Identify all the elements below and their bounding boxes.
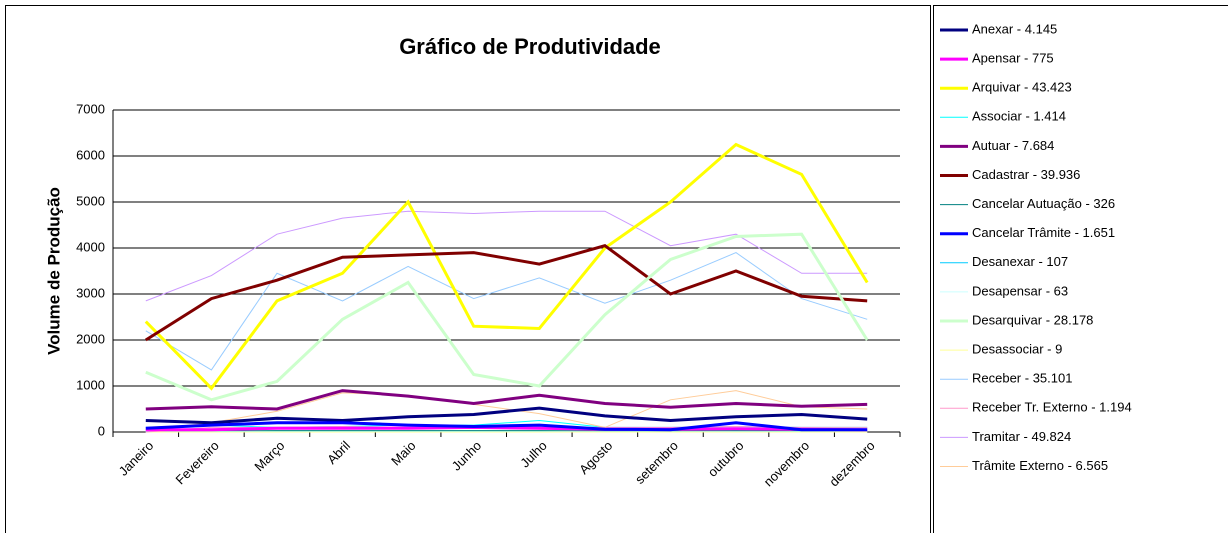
legend-border xyxy=(933,5,1228,533)
series-line xyxy=(145,210,868,302)
series-line xyxy=(145,389,868,411)
series-line xyxy=(145,421,868,432)
legend-label: Desarquivar - 28.178 xyxy=(972,312,1093,327)
y-tick-label: 4000 xyxy=(76,239,105,254)
y-tick-label: 1000 xyxy=(76,377,105,392)
y-tick-label: 3000 xyxy=(76,285,105,300)
series-line xyxy=(144,244,868,342)
series-line xyxy=(145,232,869,402)
legend-label: Desapensar - 63 xyxy=(972,283,1068,298)
legend-label: Receber Tr. Externo - 1.194 xyxy=(972,400,1132,415)
y-tick-label: 6000 xyxy=(76,147,105,162)
series-line xyxy=(145,430,868,432)
legend-label: Associar - 1.414 xyxy=(972,109,1066,124)
legend-label: Desanexar - 107 xyxy=(972,254,1068,269)
legend-label: Apensar - 775 xyxy=(972,51,1054,66)
series-line xyxy=(145,252,868,371)
y-axis-label: Volume de Produção xyxy=(44,187,63,355)
legend-label: Autuar - 7.684 xyxy=(972,138,1054,153)
legend-label: Receber - 35.101 xyxy=(972,371,1072,386)
series-line xyxy=(144,142,869,391)
legend-label: Trâmite Externo - 6.565 xyxy=(972,458,1108,473)
y-tick-label: 0 xyxy=(98,423,105,438)
legend-label: Anexar - 4.145 xyxy=(972,21,1057,36)
chart-title: Gráfico de Produtividade xyxy=(399,34,661,59)
legend-label: Cancelar Trâmite - 1.651 xyxy=(972,225,1115,240)
legend-label: Arquivar - 43.423 xyxy=(972,80,1072,95)
legend-label: Cancelar Autuação - 326 xyxy=(972,196,1115,211)
series-line xyxy=(145,406,868,425)
series-line xyxy=(145,425,868,432)
legend-label: Cadastrar - 39.936 xyxy=(972,167,1080,182)
y-tick-label: 7000 xyxy=(76,101,105,116)
y-tick-label: 2000 xyxy=(76,331,105,346)
chart-border xyxy=(5,5,931,533)
legend-label: Desassociar - 9 xyxy=(972,342,1062,357)
series-line xyxy=(145,390,868,431)
y-tick-label: 5000 xyxy=(76,193,105,208)
legend-label: Tramitar - 49.824 xyxy=(972,429,1071,444)
